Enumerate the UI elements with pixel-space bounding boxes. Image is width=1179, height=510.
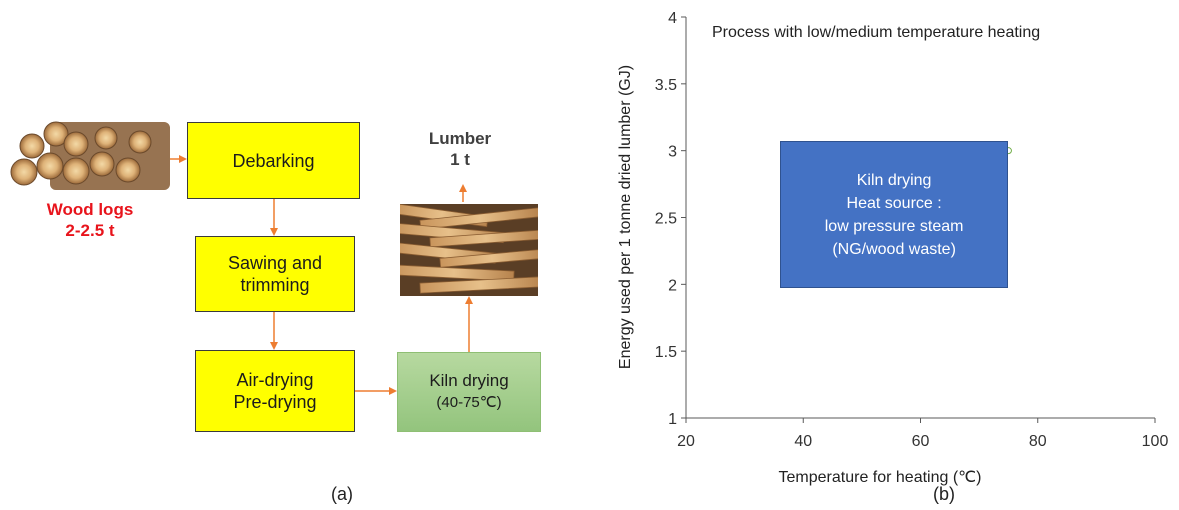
y-tick-label: 2.5: [655, 211, 677, 228]
y-tick-label: 3.5: [655, 77, 677, 94]
caption-b: (b): [933, 484, 955, 504]
debarking-label: Debarking: [232, 150, 315, 171]
air-drying-label-line1: Air-drying: [236, 370, 314, 390]
kiln-label-line2: (40-75℃): [436, 394, 502, 411]
lumber-label-line2: 1 t: [450, 150, 470, 169]
annotation-line4: (NG/wood waste): [832, 240, 956, 258]
x-tick-label: 20: [677, 433, 695, 450]
annotation-line2: Heat source :: [846, 194, 942, 212]
kiln-label-line1: Kiln drying: [429, 371, 509, 390]
y-tick-label: 1.5: [655, 344, 677, 361]
annotation-line1: Kiln drying: [856, 171, 932, 189]
sawing-label-line1: Sawing and: [227, 253, 323, 273]
annotation-line3: low pressure steam: [824, 217, 964, 235]
wood-logs-label-line2: 2-2.5 t: [65, 221, 115, 240]
sawing-label-line2: trimming: [240, 275, 310, 295]
sawing-trimming-box: Sawing and trimming: [195, 236, 355, 312]
x-tick-label: 100: [1142, 433, 1169, 450]
debarking-box: Debarking: [187, 122, 360, 199]
lumber-label-line1: Lumber: [428, 129, 492, 148]
air-drying-box: Air-drying Pre-drying: [195, 350, 355, 432]
flow-arrows: [170, 155, 473, 395]
caption-a: (a): [331, 484, 353, 504]
kiln-drying-annotation-box: Kiln drying Heat source : low pressure s…: [779, 141, 1009, 289]
y-tick-label: 2: [668, 277, 677, 294]
wood-logs-label-line1: Wood logs: [46, 200, 134, 219]
x-tick-label: 80: [1029, 433, 1047, 450]
kiln-drying-box: Kiln drying (40-75℃): [397, 352, 541, 432]
x-tick-label: 60: [912, 433, 930, 450]
lumber-image: [400, 204, 538, 296]
x-axis-label: Temperature for heating (℃): [779, 469, 982, 486]
air-drying-label-line2: Pre-drying: [233, 392, 317, 412]
chart-title: Process with low/medium temperature heat…: [712, 24, 1040, 41]
y-tick-label: 3: [668, 144, 677, 161]
y-tick-label: 1: [668, 411, 677, 428]
x-tick-label: 40: [794, 433, 812, 450]
y-axis-label: Energy used per 1 tonne dried lumber (GJ…: [617, 65, 634, 369]
wood-logs-image: [10, 121, 170, 190]
y-tick-label: 4: [668, 10, 677, 27]
